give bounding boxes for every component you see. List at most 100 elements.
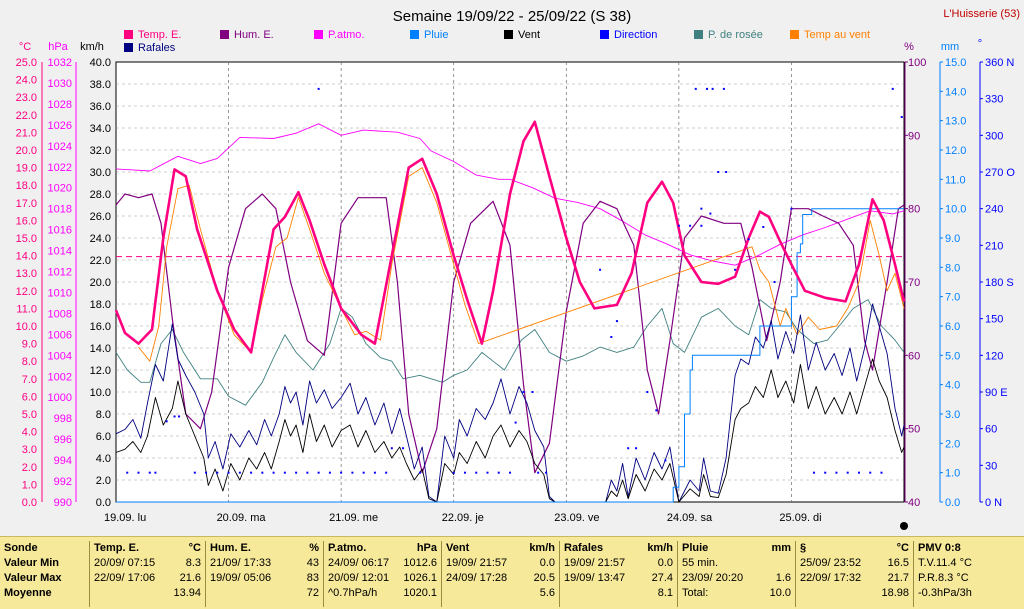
- humidity-tick-label: 90: [908, 130, 920, 142]
- direction-point: [154, 471, 157, 474]
- direction-point: [261, 471, 264, 474]
- rafales-title: Rafales: [564, 542, 604, 554]
- temp-tick-label: 17.0: [16, 198, 37, 210]
- direction-point: [452, 471, 455, 474]
- pressure-tick-label: 1030: [48, 78, 72, 90]
- legend-swatch: [790, 30, 799, 39]
- summary-rafales: Rafales km/h 19/09/ 21:57 0.0 19/09/ 13:47…: [560, 541, 678, 607]
- s-max-date: 22/09/ 17:32: [800, 572, 862, 584]
- speed-axis-unit: km/h: [80, 41, 104, 53]
- direction-point: [689, 224, 692, 227]
- direction-point: [773, 281, 776, 283]
- direction-point: [165, 420, 168, 423]
- direction-point: [677, 224, 680, 227]
- speed-tick-label: 22.0: [90, 255, 111, 267]
- direction-tick-label: 330: [985, 94, 1003, 106]
- x-tick-label: 24.09. sa: [667, 512, 713, 524]
- pressure-tick-label: 1016: [48, 225, 72, 237]
- legend-swatch: [600, 30, 609, 39]
- rafales-min-value: 0.0: [657, 557, 673, 569]
- rain-tick-label: 12.0: [945, 145, 966, 157]
- summary-hum: Hum. E.% 21/09/ 17:33 43 19/09/ 05:06 83 7…: [206, 541, 324, 607]
- vent-title: Vent: [446, 542, 470, 554]
- direction-point: [706, 87, 708, 90]
- humidity-tick-label: 40: [908, 497, 920, 509]
- temp-title: Temp. E.: [94, 542, 140, 554]
- temp-tick-label: 3.0: [22, 444, 37, 456]
- temp-tick-label: 6.0: [22, 391, 37, 403]
- direction-point: [635, 447, 638, 450]
- patmo-max-value: 1026.1: [403, 572, 437, 584]
- pressure-tick-label: 1028: [48, 99, 72, 111]
- temp-tick-label: 10.0: [16, 321, 37, 333]
- rain-axis-unit: mm: [941, 41, 959, 53]
- pluie-max-date: 23/09/ 20:20: [682, 572, 744, 584]
- direction-point: [238, 471, 241, 474]
- direction-point: [610, 336, 613, 338]
- scroll-marker[interactable]: [900, 522, 908, 530]
- summary-temp: Temp. E. °C 20/09/ 07:15 8.3 22/09/ 17:06 2…: [90, 541, 206, 607]
- legend-swatch: [124, 30, 133, 39]
- temp-tick-label: 16.0: [16, 215, 37, 227]
- temp-avg-value: 13.94: [173, 587, 201, 599]
- vent-min-date: 19/09/ 21:57: [446, 557, 508, 569]
- temp-tick-label: 7.0: [22, 374, 37, 386]
- summary-table: Sonde Valeur Min Valeur Max Moyenne Temp…: [0, 536, 1024, 609]
- temp-tick-label: 25.0: [16, 57, 37, 69]
- direction-tick-label: 120: [985, 350, 1003, 362]
- s-min-date: 25/09/ 23:52: [800, 557, 862, 569]
- temp-tick-label: 20.0: [16, 145, 37, 157]
- direction-point: [475, 471, 478, 474]
- direction-point: [711, 87, 714, 90]
- speed-tick-label: 4.0: [96, 453, 111, 465]
- temp-tick-label: 19.0: [16, 163, 37, 175]
- s-avg-value: 18.98: [881, 587, 909, 599]
- x-tick-label: 25.09. di: [779, 512, 821, 524]
- weather-chart: Semaine 19/09/22 - 25/09/22 (S 38) L'Hui…: [16, 8, 1020, 530]
- speed-tick-label: 32.0: [90, 145, 111, 157]
- rain-tick-label: 8.0: [945, 262, 960, 274]
- rain-tick-label: 6.0: [945, 321, 960, 333]
- vent-max-date: 24/09/ 17:28: [446, 572, 508, 584]
- direction-point: [317, 471, 320, 474]
- patmo-avg-value: 1020.1: [403, 587, 437, 599]
- temp-tick-label: 12.0: [16, 286, 37, 298]
- temp-max-date: 22/09/ 17:06: [94, 572, 156, 584]
- temp-tick-label: 22.0: [16, 110, 37, 122]
- pressure-tick-label: 1006: [48, 329, 72, 341]
- speed-tick-label: 28.0: [90, 189, 111, 201]
- vent-unit: km/h: [529, 542, 555, 554]
- direction-tick-label: 360 N: [985, 57, 1014, 69]
- pressure-tick-label: 1024: [48, 141, 72, 153]
- hum-min-date: 21/09/ 17:33: [210, 557, 272, 569]
- direction-point: [351, 471, 354, 474]
- direction-point: [700, 207, 703, 210]
- temp-tick-label: 2.0: [22, 462, 37, 474]
- legend-swatch: [314, 30, 323, 39]
- patmo-min-value: 1012.6: [403, 557, 437, 569]
- direction-point: [880, 471, 883, 474]
- speed-tick-label: 26.0: [90, 211, 111, 223]
- station-name: L'Huisserie (53): [943, 8, 1020, 20]
- direction-point: [340, 471, 343, 474]
- pmv-pr: P.R.8.3 °C: [918, 572, 969, 584]
- summary-vent: Vent km/h 19/09/ 21:57 0.0 24/09/ 17:28 20.…: [442, 541, 560, 607]
- direction-point: [790, 207, 793, 210]
- direction-point: [306, 471, 309, 474]
- temp-min-value: 8.3: [185, 557, 201, 569]
- direction-point: [700, 224, 703, 227]
- pluie-unit: mm: [771, 542, 791, 554]
- direction-point: [615, 320, 618, 323]
- rain-tick-label: 5.0: [945, 350, 960, 362]
- temp-tick-label: 21.0: [16, 127, 37, 139]
- temp-tick-label: 24.0: [16, 75, 37, 87]
- direction-point: [599, 268, 602, 271]
- rafales-avg-value: 8.1: [657, 587, 673, 599]
- speed-tick-label: 18.0: [90, 299, 111, 311]
- direction-point: [402, 447, 405, 450]
- temp-tick-label: 0.0: [22, 497, 37, 509]
- direction-point: [655, 409, 658, 412]
- direction-point: [812, 471, 815, 474]
- pluie-total-value: 10.0: [769, 587, 791, 599]
- rain-tick-label: 15.0: [945, 57, 966, 69]
